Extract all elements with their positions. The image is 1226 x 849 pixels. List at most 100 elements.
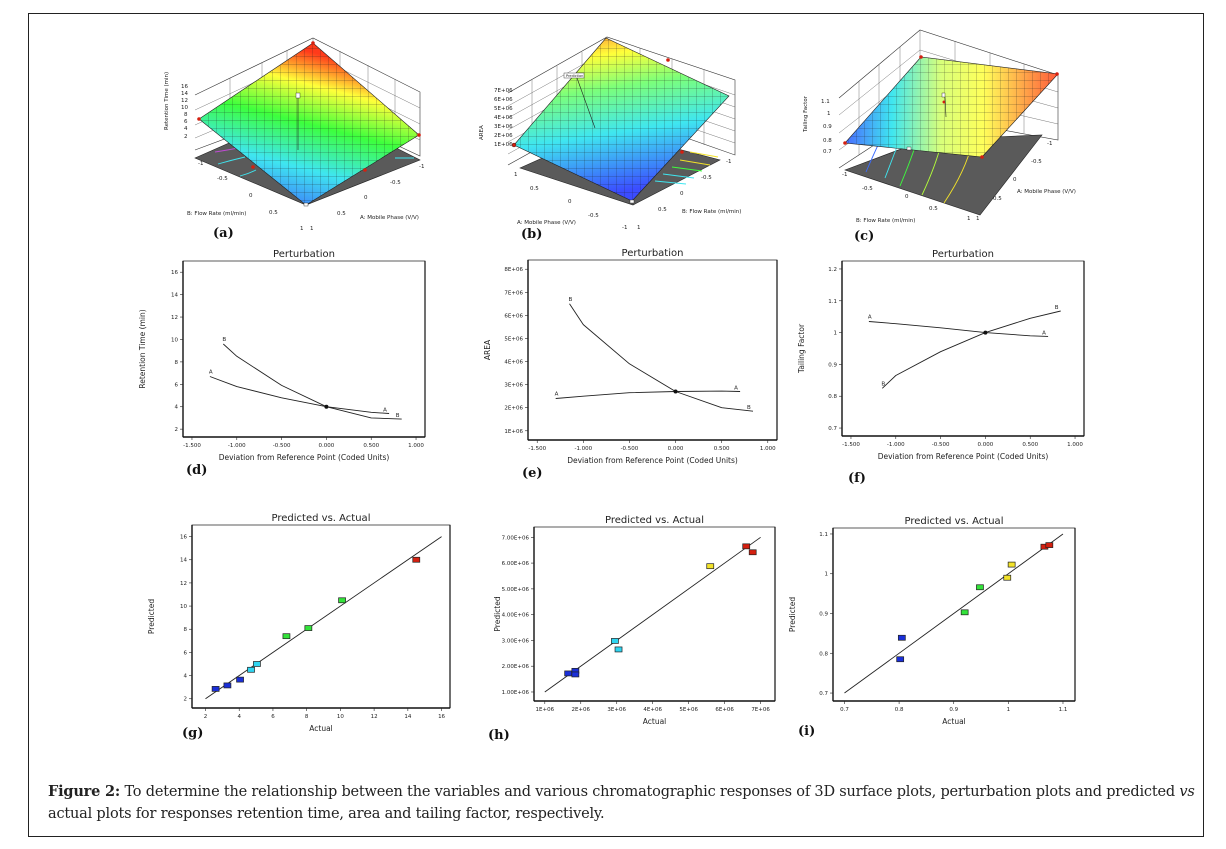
x-tick-label: -1.500 (528, 446, 546, 452)
x-tick-label: 0.000 (978, 442, 994, 448)
y-tick: 0 (680, 191, 684, 197)
x-tick-label: 1E+06 (535, 707, 554, 713)
chart-title: Predicted vs. Actual (272, 513, 371, 524)
z-tick: 2E+06 (494, 133, 513, 139)
y-tick: 0.5 (658, 207, 667, 213)
y-tick-label: 10 (171, 337, 178, 343)
data-point (564, 670, 573, 677)
series-start-label: B (569, 297, 573, 303)
y-tick: -1 (198, 161, 203, 167)
predicted-vs-actual-area: Predicted vs. Actual 1E+06 2E+06 3E+06 4E+06… (488, 515, 776, 743)
chart-title: Perturbation (273, 249, 335, 260)
x-tick-label: 0.8 (895, 707, 904, 713)
x-tick-label: 2E+06 (571, 707, 590, 713)
data-point (1003, 574, 1012, 581)
x-tick: -1 (419, 164, 424, 170)
chart-title: Perturbation (622, 248, 684, 259)
series-start-label: A (868, 314, 872, 320)
x-tick-label: 5E+06 (679, 707, 698, 713)
x-axis-label: Deviation from Reference Point (Coded Un… (219, 453, 390, 462)
reference-point (673, 389, 678, 394)
caption-label: Figure 2: (48, 783, 121, 800)
caption-text-1: To determine the relationship between th… (120, 784, 1180, 800)
x-axis-label: Actual (942, 717, 966, 726)
panel-label: (d) (186, 463, 207, 478)
x-tick-label: 1 (1007, 707, 1011, 713)
surface-b-design-points: Prediction (511, 58, 684, 204)
y-axis-label: Predicted (493, 596, 502, 631)
surface-a-z-ticks: 16 14 12 10 8 6 4 2 (181, 84, 188, 140)
diagonal-fit-line (205, 536, 442, 700)
z-tick: 8 (184, 112, 188, 118)
z-tick: 4 (184, 126, 188, 132)
data-point (412, 556, 421, 563)
x-tick-label: 1.000 (1067, 442, 1083, 448)
y-tick-label: 0.8 (819, 651, 828, 657)
z-tick: 12 (181, 98, 188, 104)
y-tick-label: 0.8 (828, 394, 837, 400)
y-tick-label: 0.7 (828, 426, 837, 432)
surface-c-design-points (843, 55, 1059, 159)
series-line-a (209, 376, 390, 414)
series-start-label: B (881, 381, 885, 387)
panel-label: (i) (798, 724, 815, 739)
data-point (1007, 561, 1016, 568)
reference-point (983, 330, 988, 335)
data-point (338, 597, 346, 604)
chart-title: Perturbation (932, 249, 994, 260)
surface-b-z-ticks: 7E+06 6E+06 5E+06 4E+06 3E+06 2E+06 1E+0… (494, 88, 513, 148)
z-tick: 0.9 (823, 124, 832, 130)
x-axis-label: Actual (643, 717, 667, 726)
y-tick-label: 4.00E+06 (502, 613, 530, 619)
perturbation-plot-area: Perturbation -1.500 -1.000 -0.500 0.000 0.500… (483, 248, 778, 481)
y-tick-label: 6 (175, 382, 179, 388)
x-tick: -0.5 (588, 213, 599, 219)
chart-title: Predicted vs. Actual (905, 516, 1004, 527)
y-tick: 0.5 (929, 206, 938, 212)
y-tick-label: 3.00E+06 (502, 638, 530, 644)
y-tick-label: 1E+06 (504, 429, 523, 435)
x-tick: 0.5 (337, 211, 346, 217)
x-tick: 0.5 (993, 196, 1002, 202)
y-tick-label: 1.00E+06 (502, 690, 530, 696)
y-tick: 1 (300, 226, 304, 232)
diagonal-fit-line (844, 533, 1064, 694)
z-tick: 1 (827, 111, 831, 117)
y-tick-label: 2 (184, 697, 188, 703)
surface-a-mesh-grid (199, 43, 419, 205)
y-tick-label: 6E+06 (504, 313, 523, 319)
plot-area (841, 260, 1085, 437)
y-tick-label: 5E+06 (504, 336, 523, 342)
series-end-label: B (396, 413, 400, 419)
diagonal-fit-line (544, 536, 761, 693)
x-tick: -1 (1047, 141, 1052, 147)
surface-c-mesh-grid (845, 57, 1058, 157)
series-start-label: A (555, 391, 559, 397)
x-tick-label: -0.500 (621, 446, 639, 452)
data-point (976, 584, 984, 591)
x-tick-label: 0.500 (1022, 442, 1038, 448)
z-tick: 1.1 (821, 99, 830, 105)
surface-b-x-label: A: Mobile Phase (V/V) (517, 220, 576, 226)
reference-point (324, 404, 329, 409)
z-tick: 2 (184, 134, 188, 140)
panel-label: (e) (522, 466, 543, 481)
z-tick: 0.8 (823, 138, 832, 144)
y-tick-label: 2 (175, 427, 179, 433)
data-point (614, 646, 623, 653)
y-tick: 0.5 (269, 210, 278, 216)
y-tick: -1 (726, 159, 731, 165)
data-point (960, 609, 969, 616)
x-tick-label: 6 (271, 714, 275, 720)
surface-b-annotation: Prediction (566, 74, 583, 78)
y-tick-label: 2.00E+06 (502, 664, 530, 670)
x-tick: 1 (514, 172, 518, 178)
y-tick-label: 4 (184, 674, 188, 680)
x-tick-label: 0.9 (949, 707, 958, 713)
y-tick-label: 0.9 (819, 612, 828, 618)
surface-a-y-label: B: Flow Rate (ml/min) (187, 211, 246, 217)
y-tick: 0 (905, 194, 909, 200)
surface-b-mesh-grid (514, 38, 729, 201)
series-end-label: A (1042, 330, 1046, 336)
x-tick-label: 16 (438, 714, 445, 720)
